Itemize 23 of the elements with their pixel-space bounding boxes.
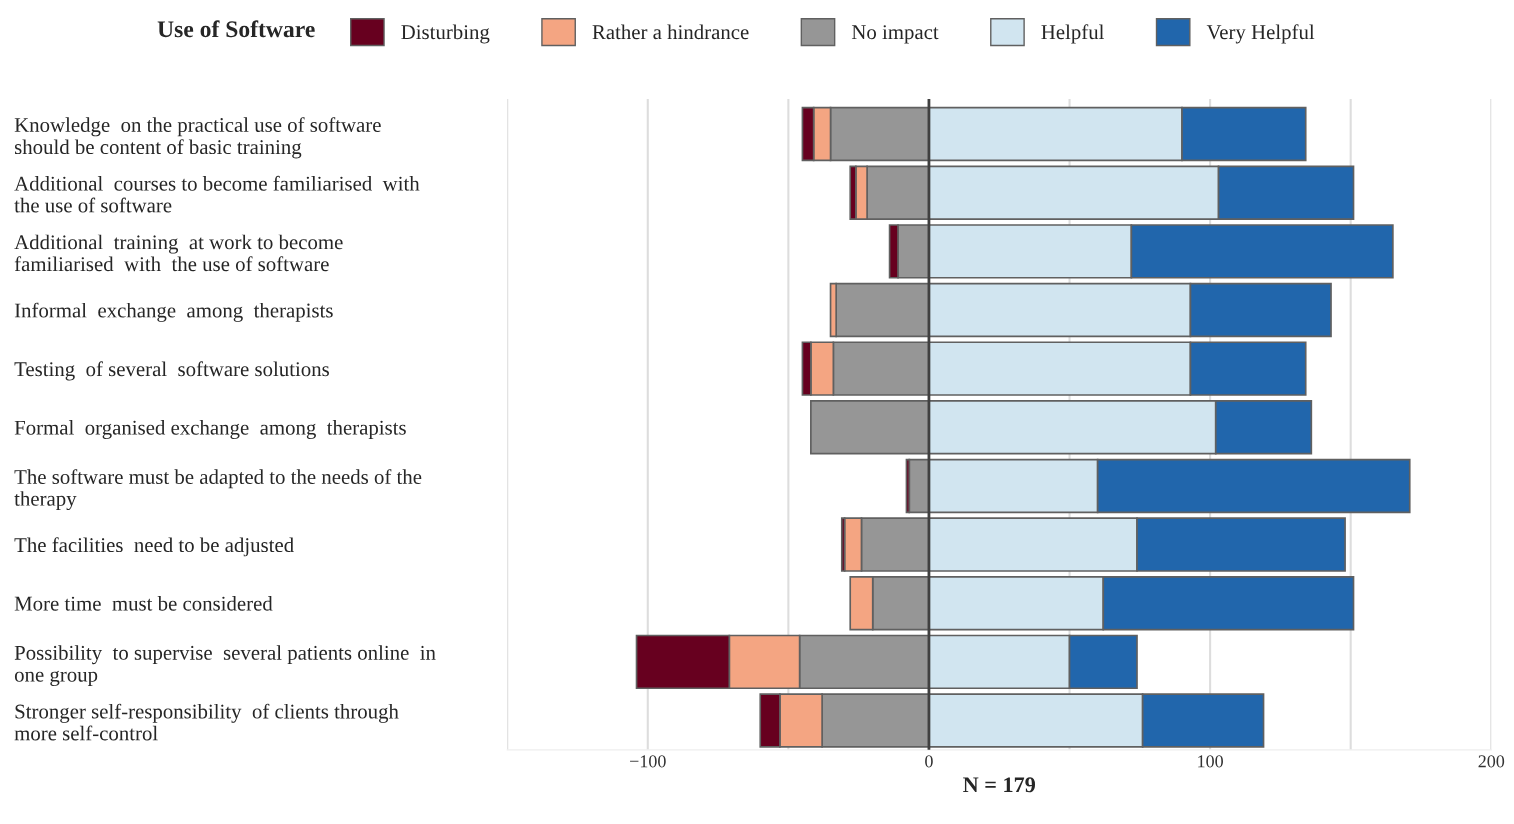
x-tick-label: 100 <box>1198 755 1223 768</box>
y-tick-label: Formal organised exchange among therapists <box>14 420 406 440</box>
legend-title: Use of Software <box>157 20 315 38</box>
y-tick-label: Additional courses to become familiarised with the use of software <box>14 175 420 213</box>
y-tick-label: The facilities need to be adjusted <box>14 537 294 557</box>
x-tick-label: 0 <box>925 755 933 768</box>
y-tick-label: Possibility to supervise several patients online in one group <box>14 645 436 686</box>
y-tick-label: The software must be adapted to the needs of the therapy <box>14 469 422 511</box>
legend-label: Rather a hindrance <box>592 24 749 40</box>
x-tick-label: 200 <box>1478 755 1505 768</box>
y-tick-label: More time must be considered <box>14 596 273 611</box>
legend-label: Disturbing <box>401 24 490 44</box>
y-tick-label: Additional training at work to become familiarised with the use of software <box>14 234 343 272</box>
y-tick-label: Testing of several software solutions <box>14 361 329 381</box>
y-tick-label: Stronger self-responsibility of clients through more self-control <box>14 703 399 741</box>
y-tick-label: Informal exchange among therapists <box>14 302 333 322</box>
y-tick-label: Knowledge on the practical use of software should be content of basic training <box>14 117 381 159</box>
x-axis-title: N = 179 <box>963 777 1036 793</box>
x-tick-label: −100 <box>630 755 666 768</box>
legend-label: Very Helpful <box>1206 24 1315 44</box>
bar <box>810 400 930 455</box>
legend-label: Helpful <box>1041 24 1105 44</box>
legend-label: No impact <box>851 25 939 44</box>
